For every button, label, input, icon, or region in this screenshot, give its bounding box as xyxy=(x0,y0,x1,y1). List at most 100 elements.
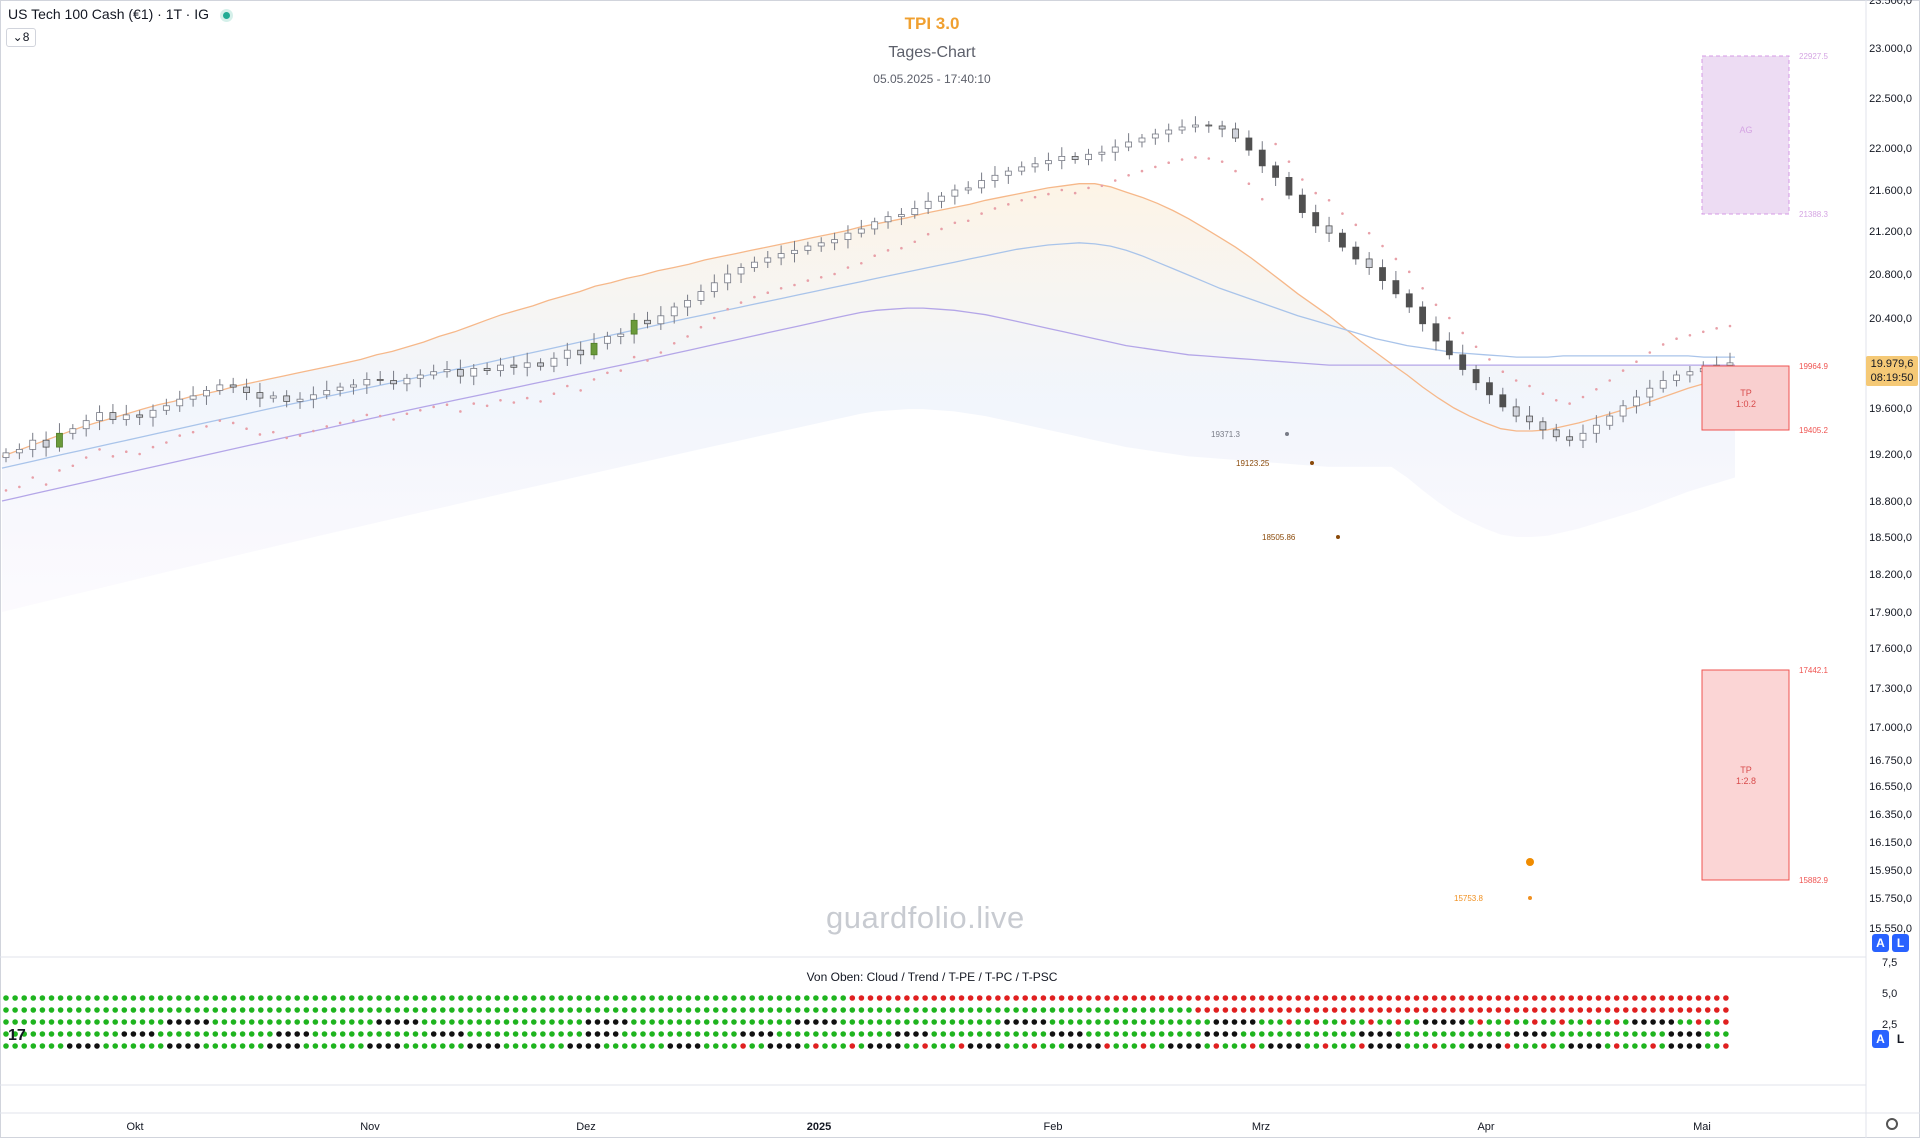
oscillator-dot xyxy=(713,1019,719,1025)
sar-dot xyxy=(1127,174,1130,177)
oscillator-dot xyxy=(1131,1043,1138,1049)
oscillator-dot xyxy=(185,995,191,1001)
oscillator-dot xyxy=(1131,1031,1138,1037)
candle-body xyxy=(590,342,598,356)
log-scale-button[interactable]: L xyxy=(1892,934,1909,952)
oscillator-dot xyxy=(1186,1019,1192,1025)
oscillator-dot xyxy=(785,1007,792,1013)
auto-scale-button[interactable]: A xyxy=(1872,934,1889,952)
oscillator-dot xyxy=(1559,1043,1565,1049)
oscillator-dot xyxy=(1359,1007,1365,1013)
oscillator-dot xyxy=(1077,1031,1083,1037)
oscillator-dot xyxy=(1368,1007,1374,1013)
oscillator-dot xyxy=(1477,1043,1483,1049)
oscillator-dot xyxy=(421,1019,428,1025)
oscillator-dot xyxy=(1532,1007,1538,1013)
oscillator-dot xyxy=(1695,1031,1702,1037)
sar-dot xyxy=(1341,212,1344,215)
oscillator-dot xyxy=(1377,1043,1383,1049)
price-tick-label: 18.500,0 xyxy=(1869,532,1912,544)
oscillator-dot xyxy=(722,1019,728,1025)
oscillator-dot xyxy=(1313,1007,1320,1013)
oscillator-dot xyxy=(148,1031,155,1037)
oscillator-dot xyxy=(703,1019,710,1025)
candle-body xyxy=(1445,340,1453,356)
oscillator-dot xyxy=(39,1031,46,1037)
oscillator-dot xyxy=(1522,1031,1529,1037)
osc-auto-scale-button[interactable]: A xyxy=(1872,1030,1889,1048)
oscillator-dot xyxy=(849,995,856,1001)
sar-dot xyxy=(285,436,288,440)
candle-body xyxy=(1245,137,1253,151)
sar-dot xyxy=(191,430,195,434)
oscillator-dot xyxy=(412,1031,419,1037)
oscillator-dot xyxy=(57,1019,64,1025)
oscillator-dot xyxy=(958,1007,965,1013)
oscillator-dot xyxy=(531,995,537,1001)
oscillator-dot xyxy=(276,1007,282,1013)
candle-body xyxy=(1726,362,1734,366)
oscillator-dot xyxy=(1386,1043,1392,1049)
oscillator-dot xyxy=(794,995,801,1001)
oscillator-dot xyxy=(1395,995,1402,1001)
indicator-collapse-button[interactable]: ⌄8 xyxy=(6,28,36,47)
oscillator-dot xyxy=(1577,1043,1584,1049)
sar-dot xyxy=(659,351,663,354)
oscillator-dot xyxy=(1541,1007,1547,1013)
sar-dot xyxy=(1568,402,1571,405)
candle-body xyxy=(1178,126,1186,131)
target-zone-top-price: 17442.1 xyxy=(1799,666,1828,675)
symbol-label[interactable]: US Tech 100 Cash (€1) · 1T · IG xyxy=(8,6,210,22)
settings-gear-icon[interactable] xyxy=(1886,1118,1898,1130)
oscillator-dot xyxy=(1140,1031,1147,1037)
oscillator-dot xyxy=(139,1031,146,1037)
oscillator-dot xyxy=(1113,1007,1119,1013)
oscillator-dot xyxy=(931,1019,937,1025)
oscillator-dot xyxy=(1158,1007,1165,1013)
oscillator-dot xyxy=(986,1031,992,1037)
oscillator-dot xyxy=(1095,995,1101,1001)
oscillator-dot xyxy=(858,1019,865,1025)
sar-dot xyxy=(71,464,75,468)
oscillator-dot xyxy=(1577,995,1584,1001)
oscillator-dot xyxy=(1532,1043,1538,1049)
oscillator-dot xyxy=(1304,1019,1311,1025)
time-tick-label: Nov xyxy=(360,1121,380,1133)
oscillator-dot xyxy=(1568,1031,1574,1037)
symbol-info[interactable]: US Tech 100 Cash (€1) · 1T · IG xyxy=(8,6,231,22)
oscillator-dot xyxy=(321,1043,328,1049)
sar-dot xyxy=(1581,395,1585,399)
osc-log-scale-button[interactable]: L xyxy=(1896,1032,1905,1046)
candle-body xyxy=(550,357,558,367)
oscillator-dot xyxy=(276,1019,282,1025)
oscillator-dot xyxy=(949,1031,956,1037)
oscillator-dot xyxy=(1149,995,1156,1001)
oscillator-dot xyxy=(476,1031,483,1037)
oscillator-dot xyxy=(403,1007,410,1013)
candle-body xyxy=(1659,380,1667,389)
sar-dot xyxy=(245,427,248,431)
oscillator-dot xyxy=(1004,1007,1010,1013)
sar-dot xyxy=(539,400,542,403)
oscillator-dot xyxy=(1686,1043,1693,1049)
candle-body xyxy=(1018,166,1026,172)
sar-dot xyxy=(886,249,890,252)
oscillator-dot xyxy=(1331,1031,1338,1037)
oscillator-dot xyxy=(1686,1031,1693,1037)
oscillator-dot xyxy=(430,1043,437,1049)
sar-dot xyxy=(1154,165,1157,169)
candle-body xyxy=(1472,369,1480,384)
oscillator-dot xyxy=(1058,1007,1065,1013)
sar-dot xyxy=(1367,231,1371,235)
candle-body xyxy=(1352,246,1360,260)
oscillator-dot xyxy=(358,1031,364,1037)
oscillator-dot xyxy=(1359,1019,1365,1025)
oscillator-dot xyxy=(521,1031,528,1037)
candle-body xyxy=(1566,436,1574,441)
oscillator-dot xyxy=(303,1031,310,1037)
oscillator-dot xyxy=(512,1043,519,1049)
oscillator-dot xyxy=(1077,995,1083,1001)
oscillator-title: Von Oben: Cloud / Trend / T-PE / T-PC / … xyxy=(806,970,1058,984)
oscillator-dot xyxy=(685,1019,692,1025)
